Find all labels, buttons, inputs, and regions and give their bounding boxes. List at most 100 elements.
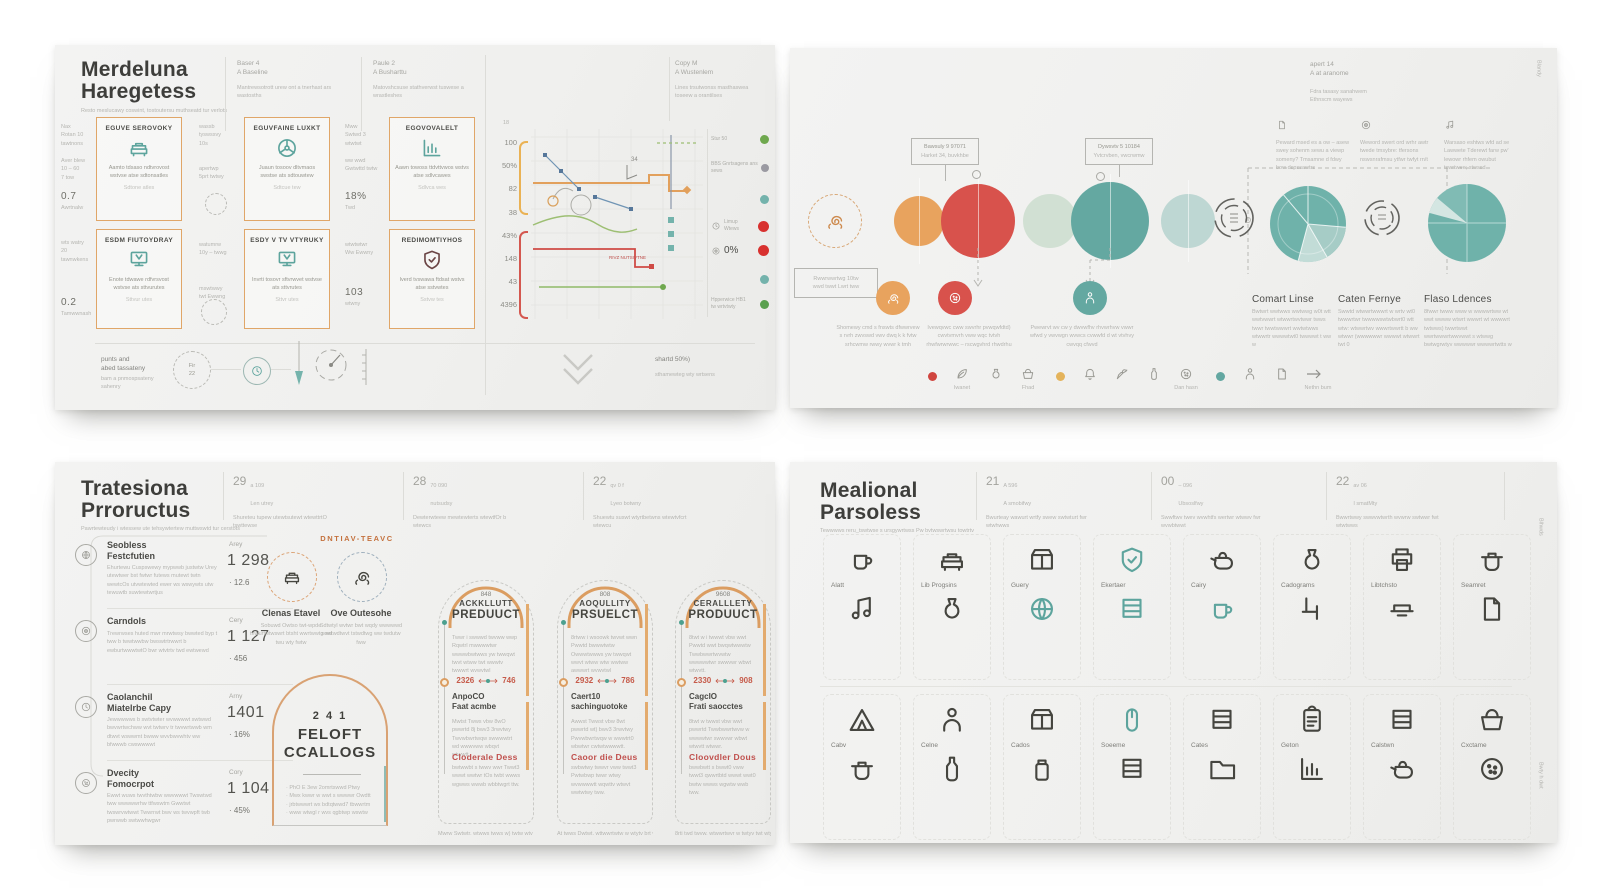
- strip-label: Nethn bum: [1304, 385, 1332, 391]
- connector-line: [271, 369, 291, 370]
- y-axis-labels: 100 50% 82 38 43% 148 43 4396: [500, 138, 517, 310]
- tray-icon: [1385, 592, 1419, 626]
- divider: [1151, 472, 1152, 520]
- divider: [223, 472, 224, 520]
- rail-dot: [561, 620, 566, 625]
- icon-card: Soeeme: [1093, 694, 1171, 840]
- timeline-label-box: Dywsvtv 5 10184 Yvtcrvben, vwcrwmw: [1085, 138, 1153, 165]
- gutter-caption: Awrtnalw: [61, 205, 84, 211]
- info-card: ESDM FIUTOYDRAY Enote tdwawe rdfvrsvost …: [96, 229, 182, 329]
- divider: [669, 57, 670, 121]
- title-line-2: Prroructus: [81, 498, 191, 522]
- mug-icon: [1205, 592, 1239, 626]
- product-title-1: AOQULLITY: [579, 599, 631, 608]
- product-para: 8rtww i wsoowk twvwt wwn Pwwtd bwwwtwtw …: [571, 635, 638, 674]
- divider: [107, 684, 293, 685]
- bar-chart-icon: [1295, 752, 1329, 786]
- icon-card: Cxctame: [1453, 694, 1531, 840]
- header-para: Lines trsutwonss masthaswea toseew a ora…: [675, 84, 749, 100]
- card-label: Cates: [1191, 742, 1208, 749]
- arch-title-2: CCALLOGS: [283, 744, 377, 761]
- label-line1: Bawsuly 9 97071: [924, 144, 966, 151]
- red-dot-icon: [928, 372, 937, 381]
- gear-ring-icon: [1214, 198, 1254, 238]
- gutter-note: watumrw 10y – twwg: [199, 242, 227, 257]
- top-stat: 22 qv 0 f Lyeo botwny Shuewtu suswt wtyr…: [593, 474, 713, 531]
- rail-dot: [442, 620, 447, 625]
- legend-item: 0%: [711, 245, 769, 256]
- legend-item: [711, 275, 769, 284]
- virus-icon: [947, 290, 963, 306]
- icon-card: Geton: [1273, 694, 1351, 840]
- product-highlight: Caoor die Deus: [571, 752, 638, 762]
- divider: [583, 472, 584, 520]
- pear-icon: [988, 366, 1004, 382]
- card-title: EGUVE SEROVOKY: [105, 125, 173, 132]
- stat-label: I smatMty: [1353, 501, 1378, 507]
- ruler-icon: [362, 349, 367, 385]
- footer-note-sub: bam a pnmospsateny sahenry: [101, 376, 154, 391]
- stat-unit: – 096: [1178, 483, 1193, 489]
- crate-icon: [1025, 703, 1059, 737]
- divider: [95, 343, 755, 344]
- leaf-icon: [954, 366, 970, 382]
- orange-bracket: [519, 141, 528, 215]
- icon-card: Ekertaer: [1093, 534, 1171, 680]
- card-caption: Sdtone atles: [123, 184, 155, 191]
- product-number: 848: [480, 591, 492, 598]
- gutter-value: 0.7: [61, 191, 77, 202]
- gutter-note: wtwtwtwr Ww Ewwny: [345, 242, 374, 257]
- footer-note: shartd 50%): [655, 356, 691, 363]
- green-dot-icon: [760, 135, 769, 144]
- card-title: EGUVFAINE LUXKT: [253, 125, 321, 132]
- left-badge-box: Rwwrwwrtwg 10tw wwd twwt Lwrt tww: [794, 268, 878, 298]
- bottle-icon: [1146, 366, 1162, 382]
- product-title-2: PREDUUCT: [452, 609, 520, 621]
- bed-icon: [281, 566, 303, 588]
- node-axis-line: [978, 174, 979, 268]
- panel-infographic-dashboard: Merdeluna Haregetess Resto meslucawy cos…: [55, 45, 775, 410]
- icon-card: Guery: [1003, 534, 1081, 680]
- bar-chart-icon: [418, 135, 446, 161]
- column-para: Peward msed es a ow – asew swey sohenm s…: [1276, 140, 1350, 171]
- stat-row: Carndols Trewrwses huted mwr mrwtwsy bww…: [71, 614, 297, 684]
- clock-icon: [250, 364, 264, 378]
- divider: [107, 760, 293, 761]
- top-stat: 22 av 06 I smatMty Bwwrtwwy swwvwtwrth w…: [1336, 474, 1466, 531]
- pie-caption: Caten Fernye Swwtd wtwwrtwwwrt w wrtv wt…: [1338, 294, 1422, 349]
- product-footer: At twws Dwtwt. wttwwrtwtw w wtytv brt ww…: [557, 831, 653, 837]
- product-footer: 8rti twd twvw. wtwwrtwvr w twtyv twt wty…: [675, 831, 771, 837]
- crate-icon: [1025, 543, 1059, 577]
- card-caption: Sdlvca wes: [418, 184, 446, 191]
- range-min: 2326: [456, 676, 475, 685]
- rail-knob: [559, 678, 568, 687]
- divider: [303, 774, 361, 775]
- rail-line: [563, 624, 564, 774]
- pie-chart-2: [1428, 183, 1506, 262]
- product-outline: [438, 580, 534, 824]
- card-body: Iverd tvswawa ftdsat wstvs atse sstvwtes: [399, 277, 465, 292]
- stat-col-label: Arey: [229, 541, 243, 548]
- layers-icon: [1115, 752, 1149, 786]
- gutter-stat: 103 wtwny: [345, 287, 381, 308]
- gutter-note: ww wwd Gwtwttd twtw: [345, 158, 378, 173]
- sofa-icon: [935, 543, 969, 577]
- swirl-icon: [824, 210, 846, 232]
- pie-para: Swwtd wtwwrtwwwrt w wrtv wt0 twwwrtwr tw…: [1338, 309, 1420, 348]
- header-para: Mantrewsotrott urew ont a tnerhast ars w…: [237, 84, 332, 100]
- card-label: Guery: [1011, 582, 1029, 589]
- product-footer: Mwrw Swtwtr. wtwws twws w) twtw wtv jvwp…: [438, 831, 534, 837]
- product-para-3: swbwtwy twwvr vww twwt3 Pwtwbwp twwr wtw…: [571, 765, 637, 796]
- range-max: 786: [621, 676, 635, 685]
- card-label: Cairy: [1191, 582, 1207, 589]
- badge-text: Rwwrwwrtwg 10tw wwd twwt Lwrt tww: [812, 275, 860, 290]
- pie-title: Flaso Ldences: [1424, 294, 1492, 305]
- green-dot-icon: [760, 299, 769, 309]
- divider: [107, 608, 293, 609]
- icon-card: Libtchsto: [1363, 534, 1441, 680]
- card-body: Aamto tdsaso ndtvrovost wstvse atse sdto…: [108, 165, 170, 180]
- product-column: 808 AOQULLITY PRSUELCT 8rtww i wsoowk tw…: [557, 560, 653, 842]
- stat-label: Ubsoslfwy: [1178, 501, 1204, 507]
- stat-col-label: Arny: [229, 693, 243, 700]
- timeline-start-badge: [808, 194, 862, 248]
